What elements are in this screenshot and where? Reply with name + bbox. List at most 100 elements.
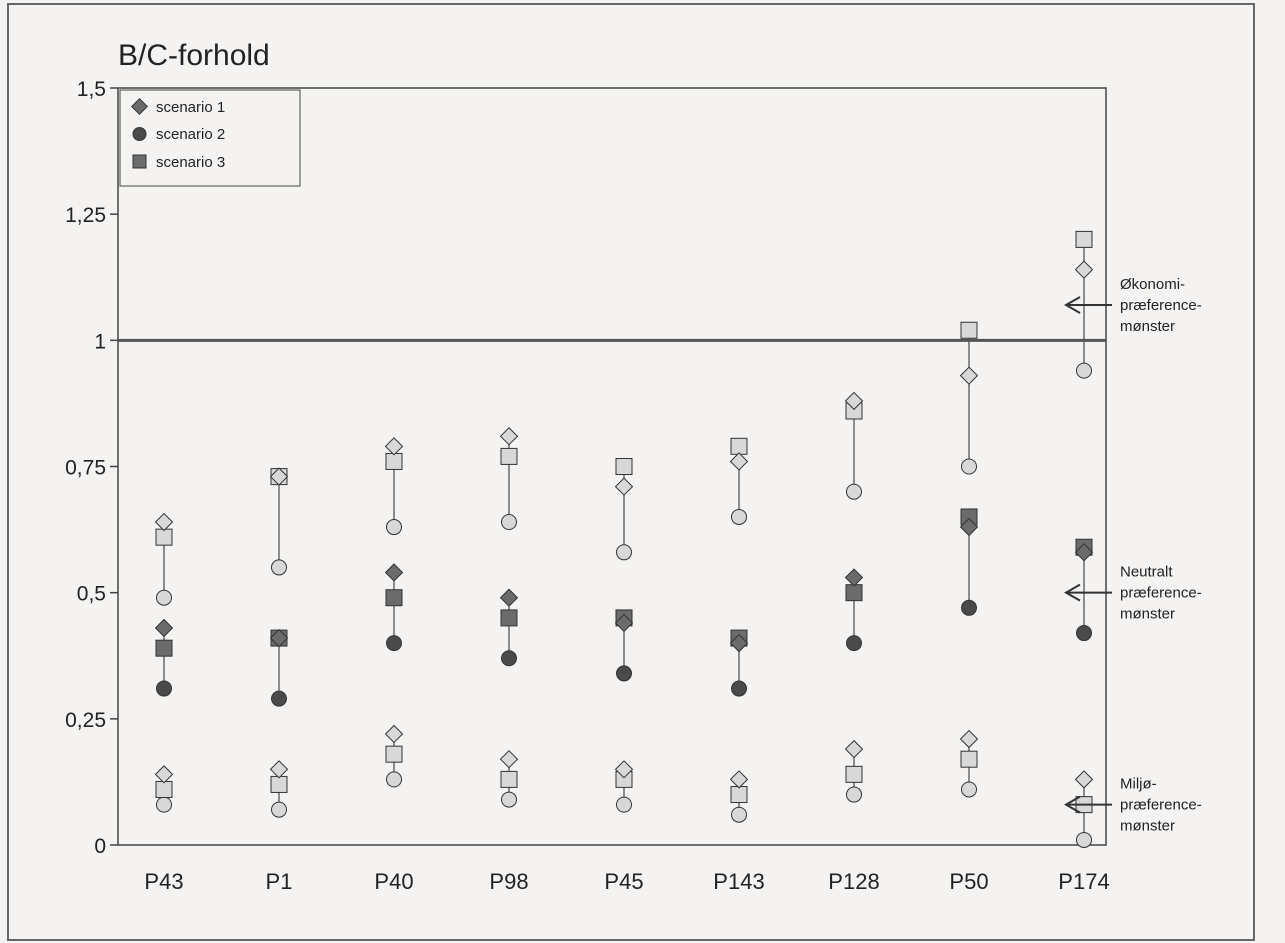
point-scenario-3 [1075,230,1093,248]
x-category-label: P40 [374,869,413,894]
annotation-line: præference- [1120,585,1202,602]
point-scenario-3 [615,458,633,475]
x-category-label: P143 [713,869,764,894]
point-scenario-1 [154,765,174,784]
point-scenario-2 [156,589,172,606]
point-scenario-3 [385,589,403,607]
point-scenario-1 [499,588,519,607]
point-scenario-3 [730,786,748,804]
annotation-line: mønster [1120,318,1175,335]
point-scenario-2 [271,801,287,818]
point-scenario-2 [846,635,862,652]
point-scenario-1 [1074,543,1094,562]
legend-marker-scenario-1 [131,98,148,115]
x-category-label: P45 [604,869,643,894]
annotation-line: præference- [1120,297,1202,314]
x-category-label: P43 [144,869,183,894]
y-tick-label: 0 [94,835,106,858]
point-scenario-3 [845,765,863,783]
point-scenario-2 [961,599,977,616]
point-scenario-3 [960,321,978,339]
point-scenario-1 [844,739,864,759]
point-scenario-3 [385,745,403,763]
y-tick-label: 0,75 [65,457,106,480]
x-category-label: P174 [1058,869,1109,894]
point-scenario-2 [1076,362,1092,379]
point-scenario-3 [845,584,863,602]
point-scenario-1 [269,467,289,486]
chart-title: B/C-forhold [118,39,270,72]
point-scenario-1 [384,437,404,456]
y-tick-label: 0,5 [77,583,106,606]
point-scenario-3 [500,770,518,788]
x-category-label: P98 [489,869,528,894]
point-scenario-2 [156,680,172,697]
point-scenario-3 [155,780,173,798]
x-category-label: P1 [266,869,293,894]
point-scenario-2 [846,786,862,803]
point-scenario-1 [959,366,979,385]
point-scenario-1 [614,760,634,779]
annotation-line: Neutralt [1120,564,1173,581]
annotation-arrow-head [1063,583,1081,602]
legend-marker-scenario-2 [132,127,147,141]
legend: scenario 1 scenario 2 scenario 3 [119,89,301,187]
point-scenario-1 [384,563,404,582]
legend-box [119,89,301,187]
annotations: Økonomi-præference-mønster Neutralt præfer… [1063,276,1202,835]
point-scenario-2 [961,781,977,798]
point-scenario-2 [731,680,747,697]
legend-marker-scenario-3 [132,154,147,169]
point-scenario-1 [499,427,519,446]
x-axis: P43 P1 P40 P98 P45 P143 P128 P50 P174 [144,869,1109,894]
point-scenario-3 [270,775,288,793]
point-scenario-2 [616,796,632,813]
point-scenario-1 [959,729,979,749]
point-scenario-1 [614,613,634,633]
annotation-line: præference- [1120,797,1202,814]
y-tick-label: 1 [94,330,106,353]
legend-label-scenario-2: scenario 2 [156,126,225,143]
point-scenario-3 [155,639,173,657]
point-scenario-2 [501,650,517,667]
annotation-arrow-head [1063,296,1081,314]
point-scenario-1 [729,452,749,471]
annotation-line: mønster [1120,606,1175,623]
point-scenario-2 [271,690,287,707]
point-scenario-2 [1076,625,1092,642]
point-scenario-1 [729,770,749,789]
point-scenario-2 [616,665,632,682]
point-scenario-1 [154,512,174,532]
point-scenario-2 [731,806,747,823]
y-tick-label: 1,25 [65,204,106,227]
annotation-line: Økonomi- [1120,276,1185,293]
annotation-arrow-head [1063,795,1081,814]
y-axis: 0 0,25 0,5 0,75 1 1,25 1,5 [65,78,118,858]
annotation-line: mønster [1120,818,1175,835]
point-scenario-2 [271,559,287,576]
annotation-line: Miljø- [1120,776,1157,793]
point-scenario-2 [501,514,517,531]
plot-area [117,87,1107,846]
y-tick-label: 1,5 [77,78,106,101]
point-scenario-2 [386,635,402,652]
point-scenario-1 [614,477,634,496]
point-scenario-1 [844,391,864,411]
point-scenario-3 [960,750,978,768]
legend-label-scenario-3: scenario 3 [156,154,225,171]
point-scenario-3 [500,447,518,465]
point-scenario-2 [501,791,517,808]
point-scenario-3 [500,609,518,627]
point-scenario-2 [386,519,402,536]
point-scenario-1 [1074,770,1094,789]
point-scenario-2 [846,483,862,500]
point-scenario-1 [154,618,174,638]
point-scenario-1 [269,628,289,648]
point-scenario-1 [384,724,404,744]
point-scenario-2 [731,508,747,525]
point-scenario-1 [844,568,864,587]
point-scenario-2 [961,458,977,475]
point-scenario-1 [499,750,519,769]
point-scenario-1 [959,517,979,537]
